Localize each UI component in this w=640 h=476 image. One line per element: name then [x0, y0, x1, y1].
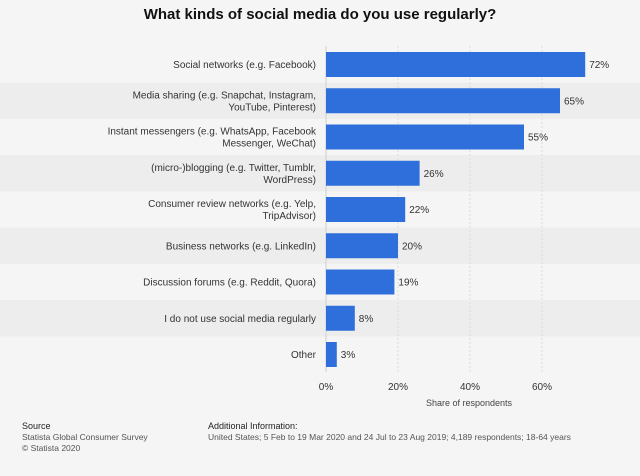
additional-info-block: Additional Information: United States; 5… — [208, 421, 571, 443]
value-label: 20% — [402, 241, 422, 252]
x-axis-title: Share of respondents — [426, 398, 513, 408]
category-label: I do not use social media regularly — [164, 314, 316, 325]
category-label: Media sharing (e.g. Snapchat, Instagram,… — [133, 90, 316, 113]
additional-info-text: United States; 5 Feb to 19 Mar 2020 and … — [208, 432, 571, 442]
x-tick-label: 20% — [388, 382, 408, 393]
category-label: Business networks (e.g. LinkedIn) — [166, 241, 316, 252]
bar — [326, 305, 355, 331]
category-label: Discussion forums (e.g. Reddit, Quora) — [143, 278, 316, 289]
source-block: Source Statista Global Consumer Survey ©… — [22, 421, 148, 454]
copyright-line: © Statista 2020 — [22, 443, 81, 453]
category-label: Instant messengers (e.g. WhatsApp, Faceb… — [108, 127, 317, 150]
value-label: 22% — [409, 205, 429, 216]
row-band — [0, 155, 640, 192]
bar — [326, 197, 406, 222]
category-label: Consumer review networks (e.g. Yelp, Trip… — [148, 199, 316, 222]
source-line: Statista Global Consumer Survey — [22, 432, 148, 442]
source-title: Source — [22, 421, 51, 431]
value-label: 19% — [398, 278, 418, 289]
chart-title: What kinds of social media do you use re… — [143, 6, 497, 23]
bar — [326, 52, 586, 77]
bar — [326, 124, 524, 150]
bar — [326, 160, 420, 186]
bar — [326, 233, 398, 259]
row-band — [0, 300, 640, 337]
category-label: Social networks (e.g. Facebook) — [173, 60, 316, 71]
value-label: 65% — [564, 96, 584, 107]
value-label: 26% — [424, 169, 444, 180]
x-tick-label: 60% — [532, 382, 552, 393]
category-label: (micro-)blogging (e.g. Twitter, Tumblr, W… — [151, 163, 316, 186]
value-label: 3% — [341, 350, 356, 361]
bar-chart: Social networks (e.g. Facebook) Media sha… — [0, 46, 640, 408]
bar — [326, 88, 560, 114]
bar — [326, 269, 395, 295]
bar — [326, 342, 337, 367]
row-band — [0, 227, 640, 264]
x-tick-label: 0% — [319, 382, 334, 393]
additional-info-title: Additional Information: — [208, 421, 298, 431]
value-label: 55% — [528, 133, 548, 144]
value-label: 72% — [589, 60, 609, 71]
category-label: Other — [291, 350, 317, 361]
value-label: 8% — [359, 314, 374, 325]
x-tick-label: 40% — [460, 382, 480, 393]
